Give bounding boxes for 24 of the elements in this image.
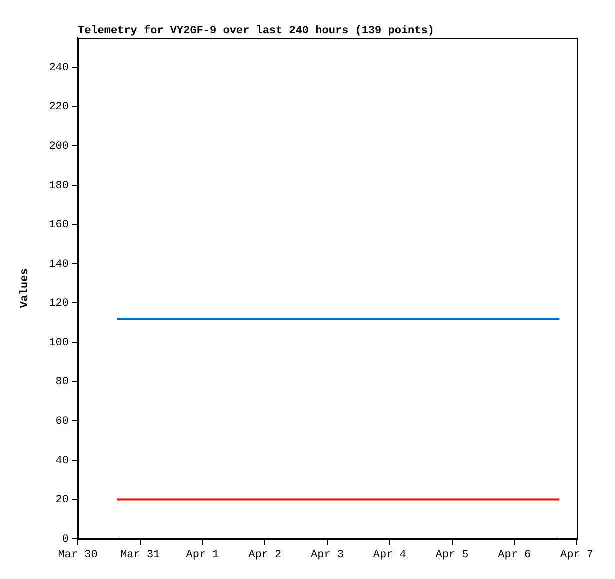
x-tick-label: Apr 6 <box>498 550 532 562</box>
chart-title: Telemetry for VY2GF-9 over last 240 hours (139 points) <box>78 24 434 38</box>
y-tick-label: 0 <box>62 534 69 546</box>
x-tick-label: Apr 1 <box>186 550 220 562</box>
x-tick-label: Apr 7 <box>560 550 594 562</box>
y-tick-label: 120 <box>49 298 69 310</box>
x-tick-label: Apr 5 <box>436 550 469 562</box>
x-tick-label: Apr 3 <box>310 550 344 562</box>
y-tick-label: 80 <box>56 376 69 389</box>
x-tick-label: Mar 30 <box>58 550 98 562</box>
y-tick-label: 20 <box>56 494 69 507</box>
y-tick-label: 60 <box>56 416 69 428</box>
y-tick-label: 100 <box>49 337 69 350</box>
y-tick-label: 180 <box>49 180 69 192</box>
y-tick-label: 240 <box>49 62 69 74</box>
y-axis-title: Values <box>19 268 32 308</box>
y-tick-label: 140 <box>49 258 69 271</box>
y-tick-label: 160 <box>49 220 69 232</box>
y-tick-label: 40 <box>56 455 69 468</box>
x-tick-label: Apr 4 <box>373 550 407 562</box>
y-tick-label: 220 <box>49 102 69 114</box>
y-tick-label: 200 <box>49 140 69 153</box>
x-tick-label: Apr 2 <box>248 550 282 562</box>
x-tick-label: Mar 31 <box>120 550 161 562</box>
